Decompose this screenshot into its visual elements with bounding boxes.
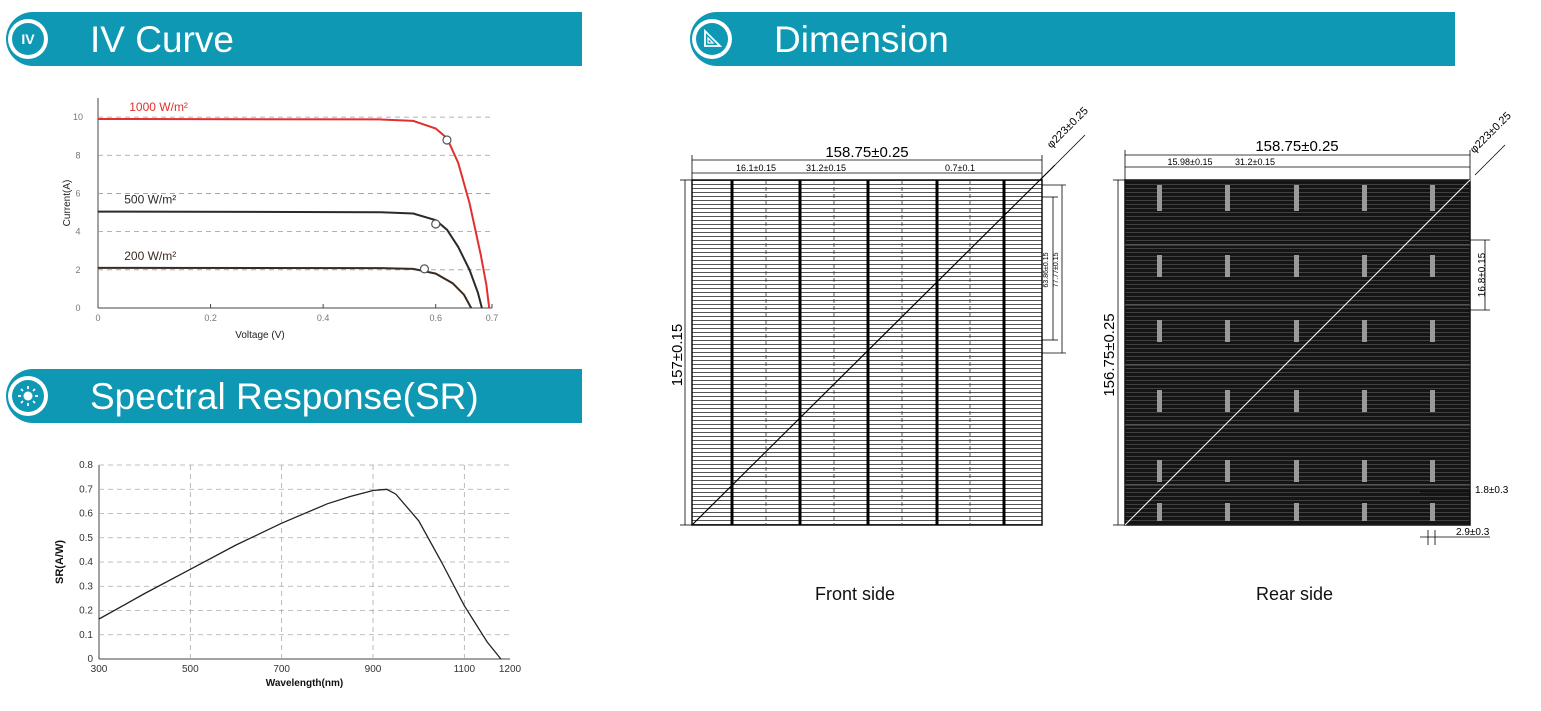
front-dim-a: 16.1±0.15 [736,163,776,173]
iv-y-tick: 10 [73,112,83,122]
iv-y-label: Current(A) [62,180,73,227]
iv-icon-circle: IV [8,19,48,59]
sr-x-tick: 700 [273,664,290,675]
sr-x-label: Wavelength(nm) [266,678,343,689]
iv-series-marker [431,219,441,229]
iv-x-tick: 0 [95,313,100,323]
sr-x-tick: 300 [91,664,108,675]
iv-series-line [97,210,483,309]
sr-y-tick: 0.1 [79,630,93,641]
rear-height-label: 156.75±0.25 [1101,313,1118,396]
rear-dim-r2: 2.9±0.3 [1456,527,1490,538]
iv-y-tick: 4 [75,227,80,237]
iv-y-tick: 0 [75,303,80,313]
rear-diagonal [1124,174,1476,526]
triangle-ruler-icon [696,23,728,55]
front-diagonal [691,164,1056,526]
sr-x-tick: 900 [365,664,382,675]
front-width-label: 158.75±0.25 [825,144,908,161]
spectral-response-banner: Spectral Response(SR) [6,369,582,423]
sr-x-tick: 1200 [499,664,522,675]
rear-pads [1157,185,1435,521]
sr-y-tick: 0.4 [79,557,93,568]
sr-y-tick: 0 [87,654,93,665]
rear-dim-a: 15.98±0.15 [1168,157,1213,167]
rear-dim-b: 31.2±0.15 [1235,157,1275,167]
iv-y-tick: 8 [75,150,80,160]
iv-y-tick: 6 [75,188,80,198]
iv-series-label: 500 W/m² [124,193,176,207]
iv-series-label: 200 W/m² [124,249,176,263]
sr-x-tick: 1100 [454,664,476,675]
iv-curve-banner: IV IV Curve [6,12,582,66]
iv-x-tick: 0.4 [317,313,330,323]
sr-y-tick: 0.5 [79,533,93,544]
front-side-drawing: 158.75±0.25 16.1±0.15 31.2±0.15 0.7±0.1 … [669,105,1091,526]
front-dim-b: 31.2±0.15 [806,163,846,173]
dimension-banner: Dimension [690,12,1455,66]
iv-y-tick: 2 [75,265,80,275]
rear-dim-v: 16.8±0.15 [1477,252,1488,297]
sr-y-tick: 0.2 [79,606,93,617]
sr-x-tick: 500 [182,664,199,675]
iv-icon: IV [12,23,44,55]
iv-series-line [97,266,473,309]
sun-icon [12,380,44,412]
iv-x-label: Voltage (V) [235,330,284,341]
spectral-response-title: Spectral Response(SR) [90,376,479,417]
iv-x-tick: 0.6 [429,313,442,323]
front-dim-c: 0.7±0.1 [945,163,975,173]
rear-side-caption: Rear side [1256,584,1334,604]
sr-y-tick: 0.8 [79,460,93,471]
sr-y-tick: 0.3 [79,581,93,592]
rear-side-drawing: 158.75±0.25 15.98±0.15 31.2±0.15 156.75±… [1101,110,1514,545]
front-side-caption: Front side [815,584,896,604]
dimension-title: Dimension [774,19,949,60]
sr-y-tick: 0.6 [79,509,93,520]
rear-dim-r1: 1.8±0.3 [1475,485,1509,496]
iv-x-tick: 0.2 [204,313,217,323]
iv-curve-title: IV Curve [90,19,234,60]
sr-y-label: SR(A/W) [54,540,66,584]
front-dim-v1: 63.86±0.15 [1043,252,1050,287]
iv-series-marker [442,135,452,145]
iv-x-tick: 0.7 [486,313,499,323]
iv-series-marker [419,264,430,274]
sun-icon-circle [8,376,48,416]
front-dim-v2: 77.77±0.15 [1053,252,1060,287]
iv-series-label: 1000 W/m² [129,100,188,114]
rear-width-label: 158.75±0.25 [1255,138,1338,155]
front-busbars [730,180,1006,525]
front-height-label: 157±0.15 [669,324,686,386]
front-diag-label: φ223±0.25 [1045,105,1091,151]
spectral-response-chart: 0 0.1 0.2 0.3 0.4 0.5 0.6 0.7 0.8 300 500 700 900 110… [54,460,522,689]
sr-y-tick: 0.7 [79,484,93,495]
iv-series-line [97,118,491,309]
dimension-icon-circle [692,19,732,59]
iv-curve-chart: 0 2 4 6 8 10 0 0.2 0.4 0.6 0.7 Voltage (V) Current(A… [62,98,499,341]
rear-diag-label: φ223±0.25 [1468,110,1514,156]
sr-series-line [98,488,502,660]
